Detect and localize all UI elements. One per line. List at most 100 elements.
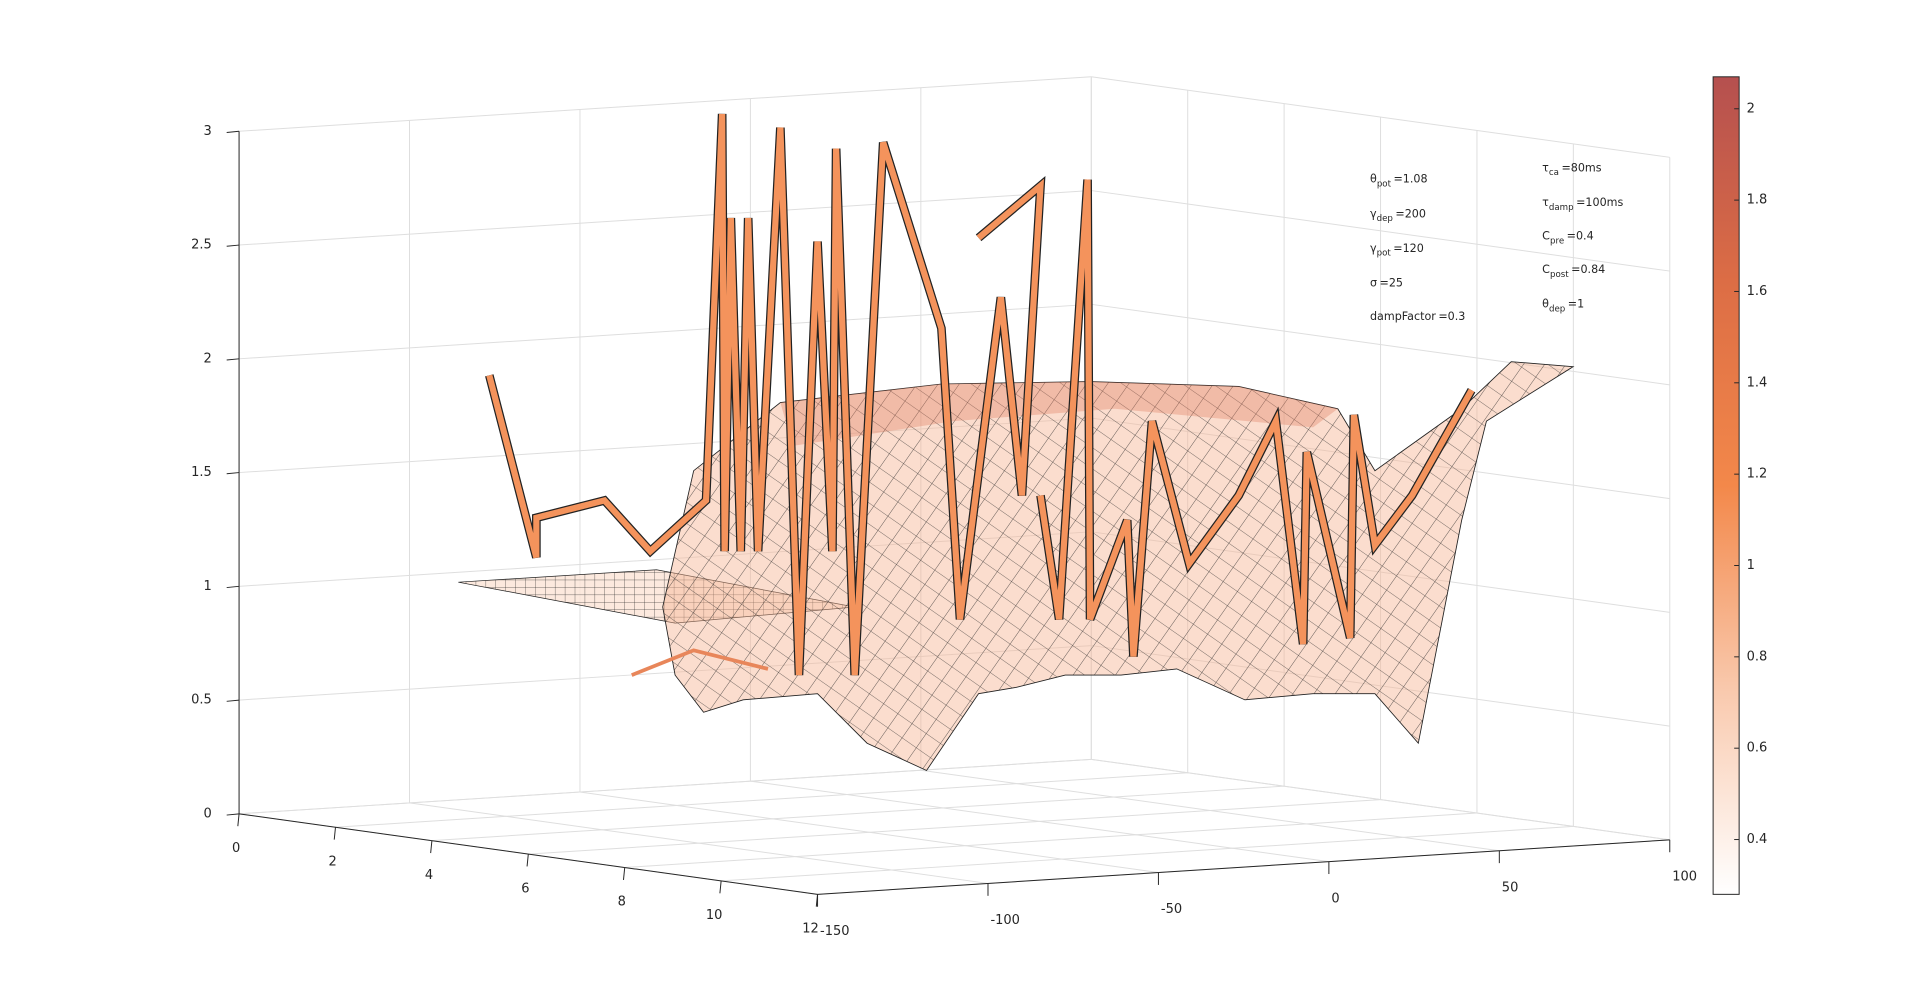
y-tick-label: 100 [1672, 869, 1697, 884]
annotation: θdep =1 [1542, 298, 1584, 314]
colorbar-tick-label: 0.8 [1747, 649, 1768, 664]
colorbar [1712, 76, 1740, 895]
y-grid-line [750, 780, 1329, 863]
colorbar-tick-label: 1.4 [1747, 375, 1768, 390]
annotation: τca =80ms [1542, 161, 1602, 177]
x-tick-label: 4 [425, 868, 433, 883]
annotation-symbol: τ [1542, 161, 1549, 174]
x-tick-label: 8 [618, 895, 626, 910]
axis-line [817, 839, 1670, 895]
z-tick-label: 2.5 [191, 238, 212, 253]
x-tick [526, 854, 529, 867]
annotation: γpot =120 [1370, 242, 1424, 258]
annotation-symbol: θ [1542, 298, 1549, 311]
x-grid-line [528, 799, 1381, 855]
annotation-symbol: C [1542, 263, 1550, 276]
x-tick-label: 0 [232, 841, 240, 856]
x-tick [237, 813, 240, 827]
annotation-value: =100ms [1576, 196, 1623, 209]
colorbar-tick-label: 1 [1747, 558, 1755, 573]
annotation-value: =1.08 [1393, 173, 1427, 186]
annotation-value: =0.3 [1438, 310, 1465, 323]
z-tick [226, 358, 240, 361]
annotation-symbol: τ [1542, 196, 1549, 209]
annotation-subscript: ca [1549, 168, 1559, 178]
annotation: Cpost =0.84 [1542, 263, 1605, 279]
annotation-symbol: γ [1370, 207, 1377, 220]
annotation-value: =120 [1393, 242, 1424, 255]
x-tick [333, 827, 336, 840]
annotation-symbol: σ [1370, 277, 1377, 290]
colorbar-tick-label: 1.2 [1747, 467, 1768, 482]
z-tick [226, 244, 240, 247]
colorbar-tick-label: 1.6 [1747, 284, 1768, 299]
z-tick-label: 0.5 [191, 693, 212, 708]
annotation: Cpre =0.4 [1542, 230, 1593, 246]
annotation-symbol: C [1542, 230, 1550, 243]
z-tick [226, 585, 240, 589]
x-tick-label: 12 [802, 922, 819, 937]
x-tick-label: 6 [521, 881, 529, 896]
z-tick-label: 1.5 [191, 465, 212, 480]
x-tick [622, 867, 626, 880]
y-grid-line [1091, 758, 1670, 841]
annotation-value: =1 [1568, 298, 1584, 311]
z-tick-label: 1 [204, 579, 212, 594]
annotation: γdep =200 [1370, 207, 1426, 223]
annotation-value: =200 [1395, 207, 1426, 220]
z-tick-label: 0 [204, 806, 212, 821]
annotation-subscript: dep [1377, 214, 1394, 224]
colorbar-tick-label: 1.8 [1747, 193, 1768, 208]
z-tick-label: 3 [204, 124, 212, 139]
z-tick [226, 472, 240, 475]
z-tick-label: 2 [204, 351, 212, 366]
annotation: dampFactor =0.3 [1370, 310, 1465, 323]
z-tick [226, 130, 240, 134]
x-grid-line [721, 825, 1574, 882]
x-grid-line [239, 758, 1092, 815]
annotation-subscript: dep [1549, 304, 1566, 314]
x-tick [430, 840, 433, 854]
annotation: τdamp =100ms [1542, 196, 1623, 212]
annotation-symbol: γ [1370, 242, 1377, 255]
annotation: θpot =1.08 [1370, 173, 1428, 189]
y-tick-label: -50 [1161, 902, 1182, 917]
x-grid-line [624, 812, 1477, 868]
annotation-value: =80ms [1561, 161, 1601, 174]
annotation-value: =0.84 [1571, 263, 1605, 276]
z-tick [226, 813, 240, 816]
y-tick-label: -150 [820, 924, 850, 939]
y-grid-line [579, 791, 1159, 874]
colorbar-tick-label: 0.4 [1747, 832, 1768, 847]
y-grid-line [409, 802, 989, 884]
annotation-value: =0.4 [1567, 230, 1594, 243]
annotation-symbol: dampFactor [1370, 310, 1436, 323]
y-tick-label: -100 [990, 913, 1020, 928]
annotation: σ =25 [1370, 277, 1403, 290]
x-tick [719, 880, 722, 894]
z-grid-line [239, 190, 1092, 246]
annotation-symbol: θ [1370, 173, 1377, 186]
x-tick-label: 10 [706, 908, 723, 923]
annotation-subscript: pre [1550, 236, 1564, 246]
x-grid-line [431, 785, 1285, 842]
colorbar-tick-label: 2 [1747, 101, 1755, 116]
z-grid-line [239, 303, 1092, 360]
z-tick [226, 699, 240, 702]
annotation-subscript: post [1550, 269, 1569, 279]
annotation-subscript: damp [1549, 202, 1574, 212]
y-tick-label: 50 [1502, 880, 1519, 895]
annotation-value: =25 [1380, 277, 1403, 290]
x-grid-line [335, 772, 1188, 828]
y-grid-line [920, 769, 1500, 852]
annotation-subscript: pot [1377, 179, 1392, 189]
y-tick-label: 0 [1331, 891, 1339, 906]
z-grid-line [239, 76, 1092, 132]
colorbar-tick-label: 0.6 [1747, 741, 1768, 756]
annotation-subscript: pot [1377, 248, 1392, 258]
x-tick-label: 2 [328, 854, 336, 869]
surface [458, 113, 1575, 772]
